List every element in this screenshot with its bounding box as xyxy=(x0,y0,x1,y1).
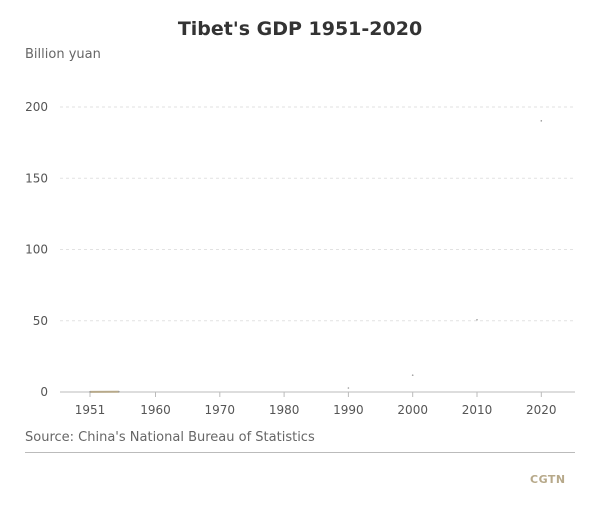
data-point xyxy=(540,120,543,122)
y-tick-label: 150 xyxy=(25,171,48,185)
x-tick-label: 2000 xyxy=(397,403,428,417)
data-point xyxy=(347,387,350,389)
y-tick-label: 0 xyxy=(40,385,48,399)
chart-plot: 0 50 100 150 200 1951 1960 1970 1980 1990 2000 2010… xyxy=(25,100,575,417)
data-point xyxy=(411,374,414,376)
x-tick-label: 1970 xyxy=(205,403,236,417)
x-tick-label: 2020 xyxy=(526,403,557,417)
chart-title: Tibet's GDP 1951-2020 xyxy=(177,18,423,40)
y-tick-label: 50 xyxy=(33,314,48,328)
x-tick-label: 2010 xyxy=(462,403,493,417)
data-point xyxy=(476,318,478,321)
cgtn-logo: CGTN xyxy=(530,473,566,486)
data-point xyxy=(89,391,91,393)
data-point xyxy=(118,390,120,393)
x-tick-label: 1960 xyxy=(140,403,171,417)
x-tick-label: 1990 xyxy=(333,403,364,417)
x-tick-label: 1951 xyxy=(75,403,106,417)
y-tick-label: 100 xyxy=(25,243,48,257)
y-axis-label: Billion yuan xyxy=(25,47,101,62)
source-note: Source: China's National Bureau of Stati… xyxy=(25,430,315,445)
y-tick-label: 200 xyxy=(25,100,48,114)
divider xyxy=(25,452,575,453)
x-tick-label: 1980 xyxy=(269,403,300,417)
